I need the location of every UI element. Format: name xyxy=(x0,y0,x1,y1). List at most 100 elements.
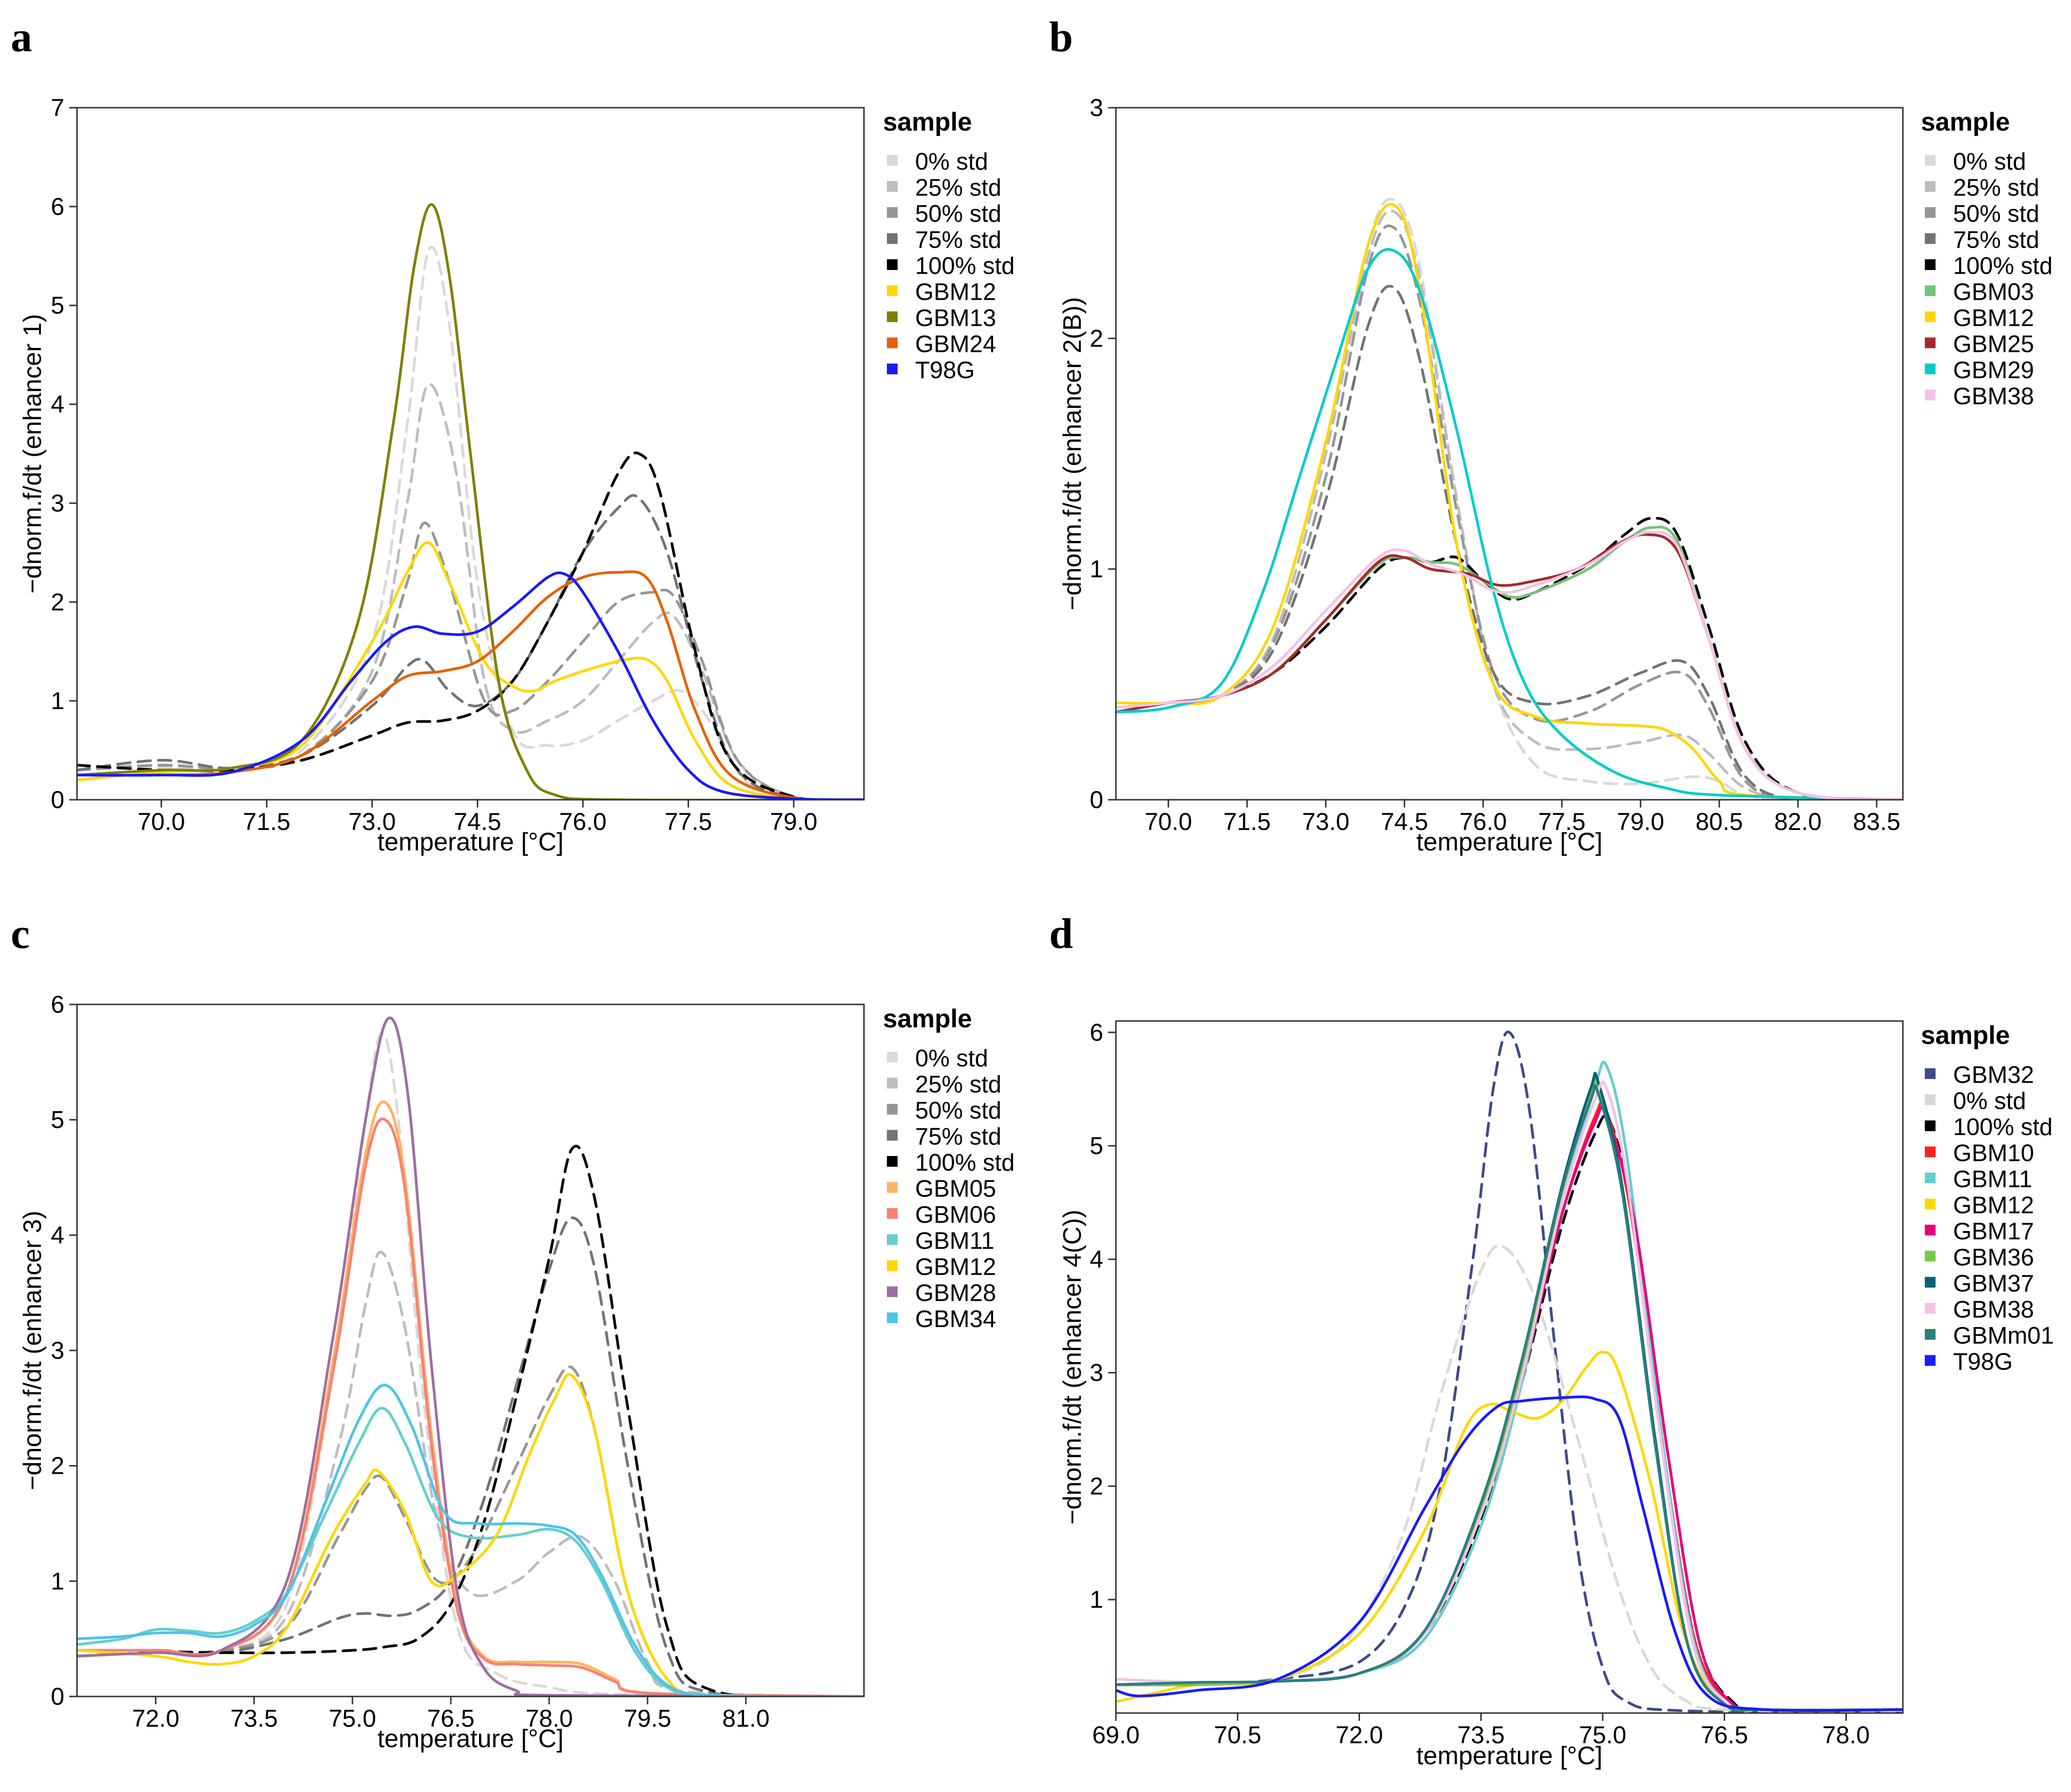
legend-item: GBM12 xyxy=(1953,1193,2034,1219)
legend-item: GBM06 xyxy=(915,1202,996,1228)
x-tick-label: 79.5 xyxy=(624,1705,671,1732)
legend-item: 0% std xyxy=(1953,1088,2026,1115)
legend-swatch xyxy=(1925,311,1936,322)
legend-swatch xyxy=(1925,389,1936,401)
y-tick-label: 1 xyxy=(51,1567,64,1595)
legend-item: GBM37 xyxy=(1953,1271,2034,1297)
legend-swatch xyxy=(1925,1251,1936,1262)
legend-item: GBM13 xyxy=(915,305,996,331)
y-axis-label: −dnorm.f/dt (enhancer 3) xyxy=(19,1211,47,1490)
legend-item: 75% std xyxy=(915,1124,1001,1150)
series-line-25-std xyxy=(77,1251,864,1696)
legend-item: 50% std xyxy=(1953,201,2039,227)
x-tick-label: 80.5 xyxy=(1696,808,1743,835)
y-tick-label: 4 xyxy=(1090,1246,1103,1273)
legend-swatch xyxy=(887,285,898,296)
series-line-50-std xyxy=(77,521,864,800)
legend-item: GBM03 xyxy=(1953,279,2034,306)
x-tick-label: 77.5 xyxy=(1538,808,1586,835)
series-line-75-std xyxy=(77,1216,864,1696)
y-tick-label: 6 xyxy=(1090,1019,1103,1046)
legend-item: GBMm01 xyxy=(1953,1323,2054,1349)
x-tick-label: 70.5 xyxy=(1214,1721,1261,1749)
y-tick-label: 0 xyxy=(51,1683,64,1710)
legend-swatch xyxy=(1925,1277,1936,1288)
panel-label: c xyxy=(11,910,30,958)
y-tick-label: 2 xyxy=(1090,1472,1103,1500)
y-tick-label: 5 xyxy=(1090,1132,1103,1159)
legend-swatch xyxy=(887,1260,898,1271)
series-line-gbm32 xyxy=(1116,1030,1903,1713)
x-tick-label: 79.0 xyxy=(1617,808,1664,835)
x-tick-label: 73.5 xyxy=(230,1705,278,1732)
legend-swatch xyxy=(1925,233,1936,244)
legend-item: 50% std xyxy=(915,201,1001,227)
legend-item: GBM24 xyxy=(915,331,996,358)
x-tick-label: 82.0 xyxy=(1774,808,1822,835)
x-axis-label: temperature [°C] xyxy=(377,828,563,856)
chart-panel-a: a 70.0 71.5 73.0 74.5 76.0 77.5 79.0 0 1 2 3 4 5 6 7 tem… xyxy=(11,14,1015,856)
legend-swatch xyxy=(887,1130,898,1141)
legend-item: GBM12 xyxy=(1953,305,2034,331)
y-tick-label: 3 xyxy=(1090,94,1103,121)
legend-swatch xyxy=(887,207,898,218)
legend-swatch xyxy=(1925,1146,1936,1157)
legend-swatch xyxy=(887,155,898,166)
x-tick-label: 75.0 xyxy=(1579,1721,1626,1749)
legend-swatch xyxy=(887,1052,898,1062)
x-tick-label: 77.5 xyxy=(665,808,712,835)
plot-frame xyxy=(1115,1020,1904,1714)
y-axis-label: −dnorm.f/dt (enhancer 4(C)) xyxy=(1058,1210,1087,1524)
series-line-75-std xyxy=(77,494,864,800)
legend-swatch xyxy=(1925,285,1936,296)
legend-item: GBM38 xyxy=(1953,1297,2034,1323)
series-lines xyxy=(77,203,864,800)
x-tick-label: 72.0 xyxy=(132,1705,179,1732)
legend-swatch xyxy=(887,364,898,374)
x-tick-label: 75.0 xyxy=(329,1705,376,1732)
plot-frame xyxy=(76,1003,865,1697)
legend-item: GBM11 xyxy=(1953,1166,2032,1193)
series-line-t98g xyxy=(77,571,864,800)
legend-swatch xyxy=(887,1234,898,1245)
series-lines xyxy=(77,1016,864,1696)
series-line-0-std xyxy=(77,246,864,800)
panel-label: a xyxy=(11,14,32,61)
legend-swatch xyxy=(887,1078,898,1089)
y-tick-label: 1 xyxy=(1090,556,1103,583)
legend-swatch xyxy=(1925,155,1936,166)
x-tick-label: 73.5 xyxy=(1457,1721,1505,1749)
legend-item: GBM34 xyxy=(915,1306,996,1332)
panel-label: d xyxy=(1049,910,1073,958)
series-lines xyxy=(1116,1030,1903,1713)
legend-item: GBM29 xyxy=(1953,357,2034,384)
plot-frame xyxy=(76,107,865,801)
series-line-gbm05 xyxy=(77,1100,864,1696)
series-lines xyxy=(1116,197,1903,800)
x-tick-label: 78.0 xyxy=(525,1705,573,1732)
x-tick-label: 73.0 xyxy=(348,808,396,835)
legend-swatch xyxy=(887,259,898,270)
legend-swatch xyxy=(887,1286,898,1297)
y-tick-label: 1 xyxy=(1090,1586,1103,1613)
y-tick-label: 5 xyxy=(51,292,64,319)
series-line-gbm06 xyxy=(77,1118,864,1696)
chart-panel-c: c 72.0 73.5 75.0 76.5 78.0 79.5 81.0 0 1 2 3 4 5 6 temp… xyxy=(11,910,1015,1753)
x-tick-label: 83.5 xyxy=(1853,808,1900,835)
x-tick-label: 70.0 xyxy=(137,808,185,835)
y-axis-label: −dnorm.f/dt (enhancer 1) xyxy=(19,314,47,594)
legend-title: sample xyxy=(1921,1021,2010,1050)
legend-swatch xyxy=(1925,1173,1936,1183)
legend-title: sample xyxy=(883,1004,972,1033)
legend-swatch xyxy=(887,181,898,192)
series-line-gbm28 xyxy=(77,1016,864,1696)
legend-item: 25% std xyxy=(1953,175,2039,201)
y-tick-label: 3 xyxy=(51,489,64,517)
x-tick-label: 74.5 xyxy=(454,808,501,835)
x-tick-label: 78.0 xyxy=(1822,1721,1870,1749)
panel-label: b xyxy=(1049,14,1073,61)
legend-title: sample xyxy=(883,108,972,136)
x-tick-label: 76.5 xyxy=(427,1705,474,1732)
y-tick-label: 3 xyxy=(51,1337,64,1364)
